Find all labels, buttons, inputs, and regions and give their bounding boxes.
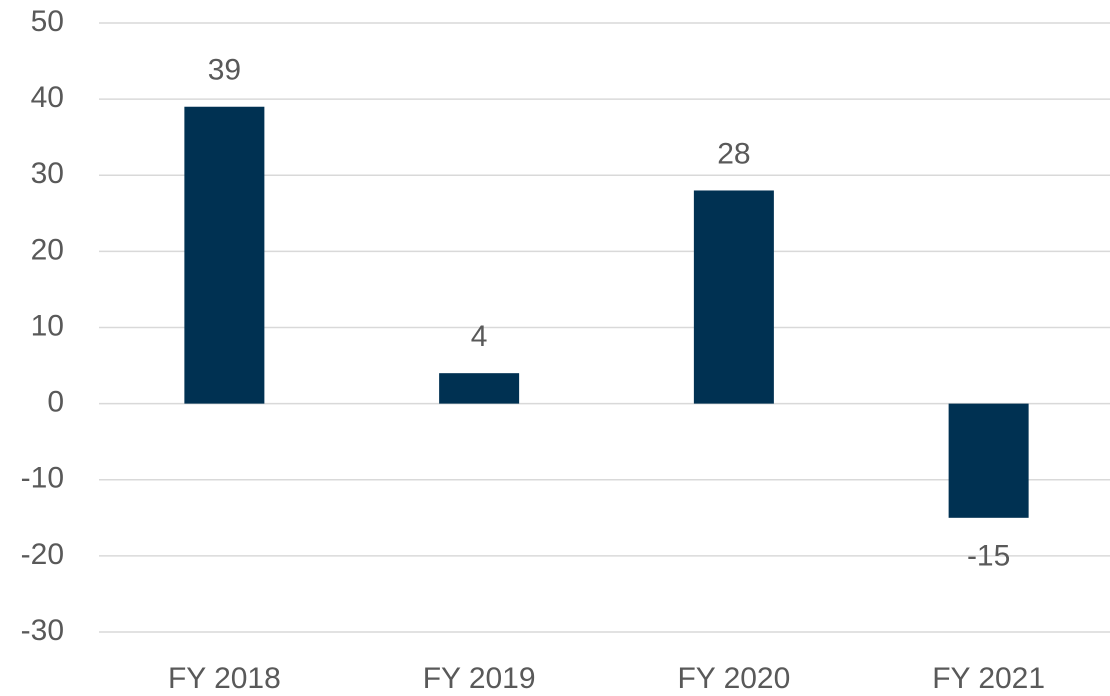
bar: [439, 373, 520, 404]
y-tick-label: -10: [21, 462, 64, 495]
y-tick-label: 40: [31, 81, 64, 114]
bar: [693, 190, 774, 404]
data-label: 39: [208, 54, 241, 87]
x-tick-label: FY 2018: [168, 662, 281, 695]
x-tick-label: FY 2019: [423, 662, 536, 695]
data-label: -15: [967, 540, 1010, 573]
y-tick-label: -30: [21, 614, 64, 647]
data-label: 28: [717, 137, 750, 170]
y-tick-label: 20: [31, 233, 64, 266]
y-tick-label: 10: [31, 309, 64, 342]
y-tick-label: 0: [47, 386, 64, 419]
x-tick-label: FY 2021: [932, 662, 1045, 695]
y-tick-label: 30: [31, 157, 64, 190]
y-tick-label: -20: [21, 538, 64, 571]
y-tick-label: 50: [31, 5, 64, 38]
data-label: 4: [471, 320, 488, 353]
bar: [184, 106, 265, 404]
x-tick-label: FY 2020: [677, 662, 790, 695]
bar: [948, 403, 1029, 518]
